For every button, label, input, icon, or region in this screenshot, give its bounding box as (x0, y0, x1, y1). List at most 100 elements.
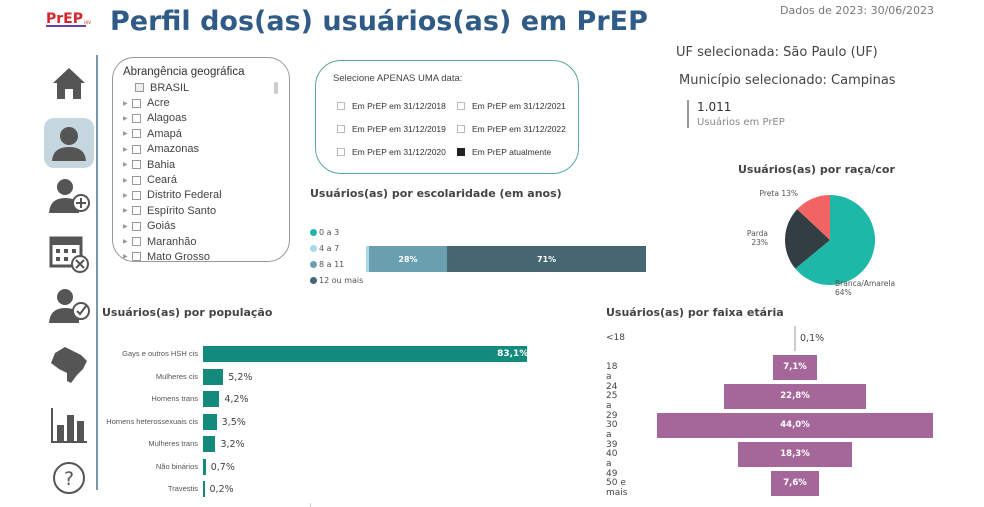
geo-filter-item[interactable]: ▶ Maranhão (123, 234, 279, 249)
geo-filter-item[interactable]: ▶ Distrito Federal (123, 188, 279, 203)
legend-label: 8 a 11 (319, 259, 345, 269)
date-option[interactable]: Em PrEP atualmente (457, 147, 551, 157)
geo-filter-item-label: Distrito Federal (147, 189, 222, 202)
kpi-label: Usuários em PrEP (697, 117, 785, 128)
pie-pct: 23% (751, 238, 768, 247)
checkbox[interactable] (337, 148, 345, 156)
expand-arrow-icon[interactable]: ▶ (123, 208, 128, 215)
geo-filter-item[interactable]: ▶ Acre (123, 95, 279, 110)
legend-dot (310, 260, 317, 268)
geo-filter-item[interactable]: ▶ Espírito Santo (123, 203, 279, 218)
brazil-map-icon[interactable] (44, 340, 94, 390)
age-value: 44,0% (780, 420, 810, 430)
checkbox[interactable] (132, 129, 141, 139)
geo-filter-item-label: Mato Grosso (147, 250, 210, 262)
geo-filter-item-label: Ceará (147, 174, 177, 187)
user-icon[interactable] (44, 118, 94, 168)
population-label: Mulheres trans (148, 439, 198, 448)
date-filter-slicer[interactable]: Selecione APENAS UMA data: Em PrEP em 31… (315, 60, 579, 174)
pie-label: Preta 13% (759, 189, 798, 198)
geo-filter-item-label: Espírito Santo (147, 204, 217, 217)
geo-filter-item[interactable]: ▶ Goiás (123, 219, 279, 234)
user-add-icon[interactable] (44, 170, 94, 220)
checkbox[interactable] (132, 237, 141, 247)
population-value: 3,2% (220, 439, 245, 450)
population-label: Não binários (155, 461, 198, 471)
geo-filter-item[interactable]: BRASIL (123, 80, 279, 95)
checkbox[interactable] (457, 102, 465, 110)
checkbox[interactable] (132, 175, 141, 185)
date-option[interactable]: Em PrEP em 31/12/2021 (457, 101, 566, 111)
population-value: 3,5% (221, 416, 246, 428)
population-bar (203, 458, 206, 475)
date-option[interactable]: Em PrEP em 31/12/2022 (457, 124, 566, 134)
date-filter-title: Selecione APENAS UMA data: (333, 73, 463, 84)
bar-chart-icon[interactable] (44, 400, 94, 450)
legend-item: 0 a 3 (310, 224, 363, 240)
date-option[interactable]: Em PrEP em 31/12/2018 (337, 101, 446, 111)
geo-filter-title: Abrangência geográfica (123, 66, 245, 78)
population-bar (203, 368, 224, 385)
expand-arrow-icon[interactable]: ▶ (123, 100, 128, 107)
segment-label: 28% (398, 254, 418, 264)
selected-uf: UF selecionada: São Paulo (UF) (676, 45, 878, 60)
expand-arrow-icon[interactable]: ▶ (123, 177, 128, 184)
legend-item: 8 a 11 (310, 256, 363, 272)
geo-filter-item[interactable]: ▶ Amazonas (123, 142, 279, 157)
geo-filter-item[interactable]: ▶ Amapá (123, 126, 279, 141)
user-check-icon[interactable] (44, 280, 94, 330)
checkbox[interactable] (132, 252, 141, 261)
checkbox[interactable] (132, 98, 141, 108)
geo-filter-item-label: Alagoas (147, 112, 187, 125)
geo-filter-item[interactable]: ▶ Alagoas (123, 111, 279, 126)
checkbox[interactable] (132, 160, 141, 170)
expand-arrow-icon[interactable]: ▶ (123, 115, 128, 122)
population-label: Mulheres cis (155, 371, 198, 381)
expand-arrow-icon[interactable]: ▶ (123, 162, 128, 169)
population-bar (203, 436, 216, 452)
svg-text:PrEP: PrEP (46, 11, 83, 27)
checkbox[interactable] (132, 190, 141, 200)
age-label: <18 (606, 333, 625, 343)
expand-arrow-icon[interactable]: ▶ (123, 239, 128, 246)
age-value: 7,6% (783, 478, 807, 488)
geo-filter-item[interactable]: ▶ Mato Grosso (123, 249, 279, 262)
population-bar (203, 413, 217, 430)
checkbox[interactable] (337, 125, 345, 133)
geo-filter-item[interactable]: ▶ Bahia (123, 157, 279, 172)
date-option[interactable]: Em PrEP em 31/12/2019 (337, 124, 446, 134)
date-option-label: Em PrEP em 31/12/2020 (352, 147, 446, 157)
checkbox[interactable] (132, 221, 141, 231)
date-option[interactable]: Em PrEP em 31/12/2020 (337, 147, 446, 157)
population-bar (203, 481, 205, 497)
legend-item: 4 a 7 (310, 240, 363, 256)
pie-slice (795, 195, 875, 285)
checkbox[interactable] (135, 83, 144, 93)
checkbox[interactable] (132, 113, 141, 123)
age-label: 40 a 49 (606, 449, 618, 479)
checkbox[interactable] (132, 206, 141, 216)
population-value: 0,2% (209, 484, 234, 495)
checkbox[interactable] (457, 148, 465, 156)
expand-arrow-icon[interactable]: ▶ (123, 223, 128, 230)
expand-arrow-icon[interactable]: ▶ (123, 192, 128, 199)
calendar-cancel-icon[interactable] (44, 228, 94, 278)
expand-arrow-icon[interactable]: ▶ (123, 254, 128, 261)
geo-filter-scrollbar[interactable] (274, 82, 278, 94)
pie-label: Branca/Amarela (835, 279, 895, 288)
checkbox[interactable] (132, 144, 141, 154)
help-icon[interactable]: ? (44, 453, 94, 503)
data-date: Dados de 2023: 30/06/2023 (780, 4, 934, 17)
home-icon[interactable] (44, 58, 94, 108)
expand-arrow-icon[interactable]: ▶ (123, 146, 128, 153)
geo-filter-item[interactable]: ▶ Ceará (123, 172, 279, 187)
population-label: Homens heterossexuais cis (106, 416, 198, 426)
age-value: 0,1% (800, 333, 825, 344)
kpi-card: 1.011 Usuários em PrEP (687, 100, 785, 128)
expand-arrow-icon[interactable]: ▶ (123, 131, 128, 138)
population-label: Gays e outros HSH cis (122, 349, 198, 358)
geo-filter-slicer[interactable]: Abrangência geográfica BRASIL ▶ Acre ▶ Alago… (112, 57, 290, 262)
checkbox[interactable] (457, 125, 465, 133)
checkbox[interactable] (337, 102, 345, 110)
